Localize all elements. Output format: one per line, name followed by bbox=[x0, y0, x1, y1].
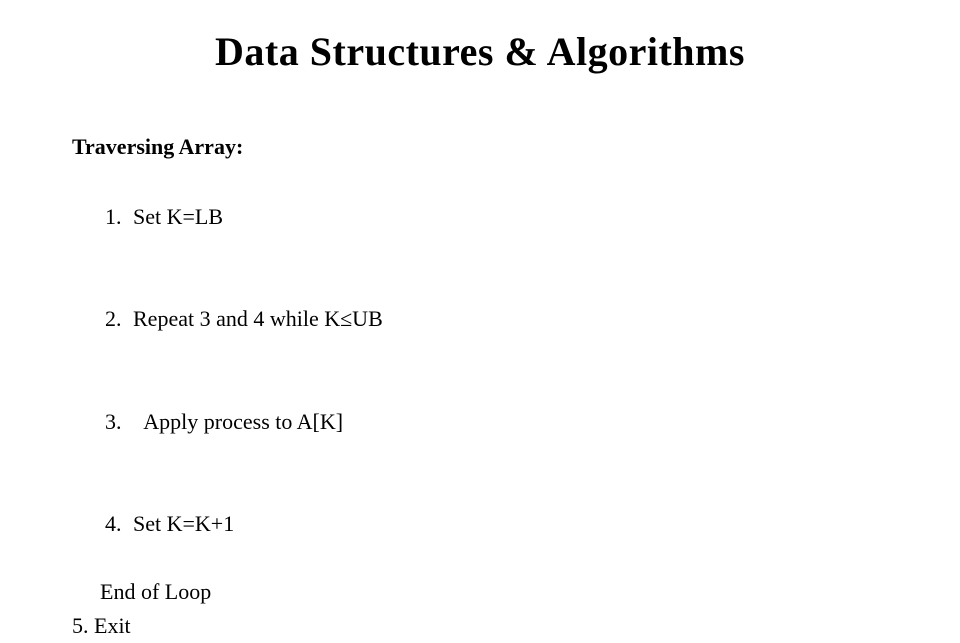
slide: Data Structures & Algorithms Traversing … bbox=[0, 0, 960, 540]
step-2-number: 2. bbox=[105, 302, 133, 336]
slide-body: Traversing Array: 1.Set K=LB 2.Repeat 3 … bbox=[72, 130, 892, 643]
step-3: 3. Apply process to A[K] bbox=[72, 371, 892, 473]
step-2-text: Repeat 3 and 4 while K≤UB bbox=[133, 306, 383, 331]
step-4-number: 4. bbox=[105, 507, 133, 541]
step-1: 1.Set K=LB bbox=[72, 166, 892, 268]
step-3-number: 3. bbox=[105, 405, 133, 439]
step-5: 5. Exit bbox=[72, 609, 892, 643]
step-4-text: Set K=K+1 bbox=[133, 511, 234, 536]
slide-title: Data Structures & Algorithms bbox=[0, 28, 960, 75]
step-3-text: Apply process to A[K] bbox=[133, 409, 343, 434]
step-4: 4.Set K=K+1 bbox=[72, 473, 892, 575]
subheading: Traversing Array: bbox=[72, 130, 892, 164]
step-1-number: 1. bbox=[105, 200, 133, 234]
end-of-loop: End of Loop bbox=[72, 575, 892, 609]
step-1-text: Set K=LB bbox=[133, 204, 223, 229]
step-2: 2.Repeat 3 and 4 while K≤UB bbox=[72, 268, 892, 370]
